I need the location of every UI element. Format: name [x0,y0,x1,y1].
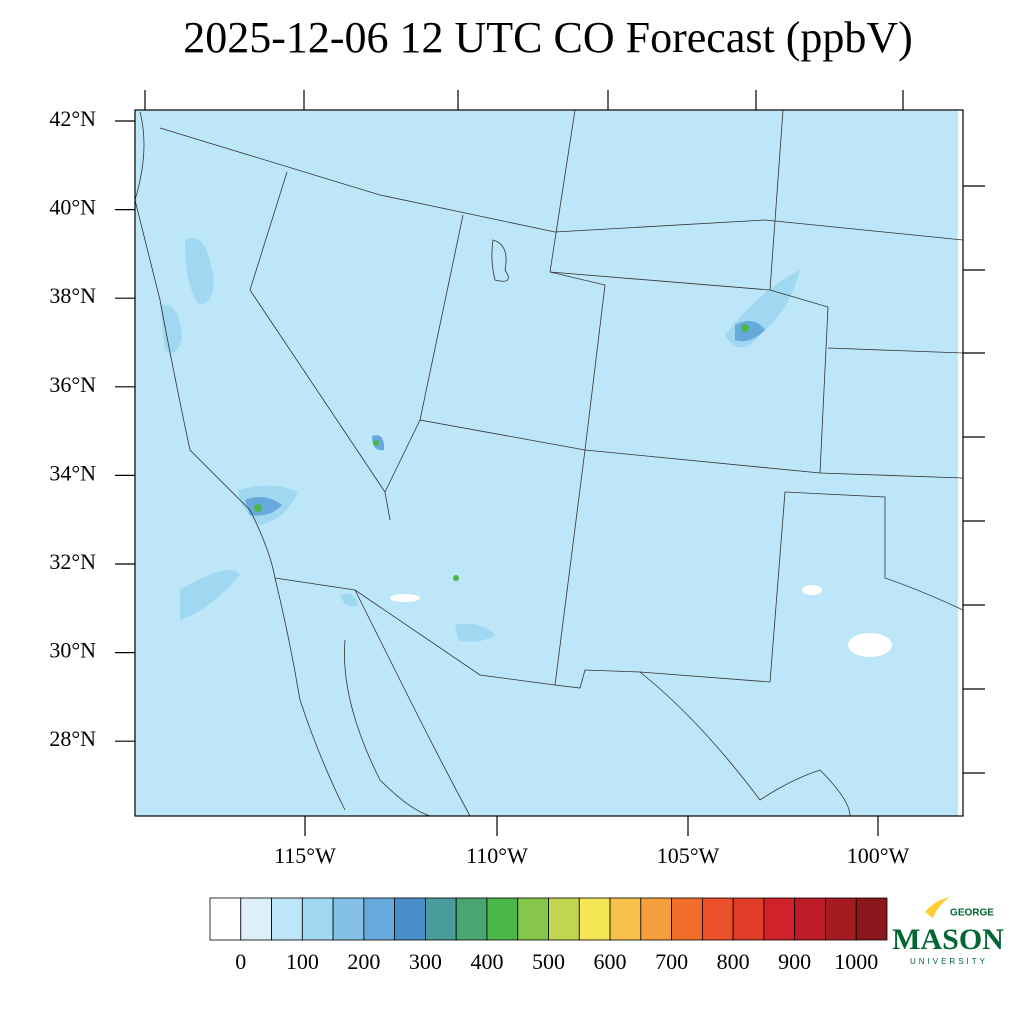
lat-label: 40°N [49,195,96,220]
colorbar-swatch [209,897,242,941]
colorbar-swatch [455,897,488,941]
colorbar-label: 800 [717,949,750,974]
lat-label: 30°N [49,638,96,663]
latitude-labels: 42°N 40°N 38°N 36°N 34°N 32°N 30°N 28°N [49,106,135,751]
colorbar-swatch [301,897,334,941]
colorbar-label: 900 [778,949,811,974]
logo-swoosh [925,897,950,918]
title: 2025-12-06 12 UTC CO Forecast (ppbV) [183,13,913,62]
colorbar-label: 100 [286,949,319,974]
lat-label: 38°N [49,283,96,308]
colorbar-swatch [671,897,703,941]
colorbar-label: 0 [235,949,246,974]
colorbar-swatch [548,897,580,941]
colorbar-swatch [732,897,765,941]
colorbar-swatch [271,897,303,941]
colorbar-swatch [855,897,888,941]
colorbar-label: 1000 [834,949,878,974]
lon-label: 115°W [274,843,336,868]
concentration-peaks [254,324,749,581]
colorbar-swatch [486,897,519,941]
colorbar-swatch [609,897,642,941]
colorbar-swatch [640,897,672,941]
logo-bottom: UNIVERSITY [910,957,988,966]
colorbar-swatch [363,897,396,941]
colorbar-label: 400 [470,949,503,974]
colorbar-label: 300 [409,949,442,974]
lon-label: 110°W [466,843,528,868]
boundaries [134,109,964,817]
logo-top: GEORGE [950,908,994,919]
map-background [135,110,963,816]
colorbar-swatch [763,897,796,941]
map-edge [958,110,963,816]
lat-label: 36°N [49,372,96,397]
map: 42°N40°N38°N36°N34°N32°N30°N28°N 115°W 11… [49,90,985,868]
colorbar-swatch [517,897,549,941]
colorbar-swatch [825,897,857,941]
colorbar-swatch [578,897,611,941]
colorbar-label: 700 [655,949,688,974]
lat-label: 34°N [49,460,96,485]
colorbar-swatch [240,897,272,941]
logo-name: MASON [892,923,1004,956]
colorbar-label: 200 [347,949,380,974]
lon-label: 105°W [657,843,720,868]
lat-label: 32°N [49,549,96,574]
map-frame [134,109,964,817]
lat-label: 42°N [49,106,96,131]
colorbar-swatch [794,897,826,941]
frame-ticks [144,90,985,836]
colorbar-label: 500 [532,949,565,974]
colorbar-swatch [332,897,365,941]
logo: GEORGE MASON UNIVERSITY [892,897,1004,966]
low-areas [390,585,892,657]
lon-label: 100°W [847,843,910,868]
colorbar: 0 100 200 300 400 500 600 700 800 900 1000 [209,897,888,974]
colorbar-swatch [701,897,734,941]
lat-label: 28°N [49,726,96,751]
colorbar-label: 600 [594,949,627,974]
colorbar-swatch [394,897,426,941]
colorbar-swatch [425,897,457,941]
longitude-labels: 115°W 110°W 105°W 100°W [274,843,909,868]
